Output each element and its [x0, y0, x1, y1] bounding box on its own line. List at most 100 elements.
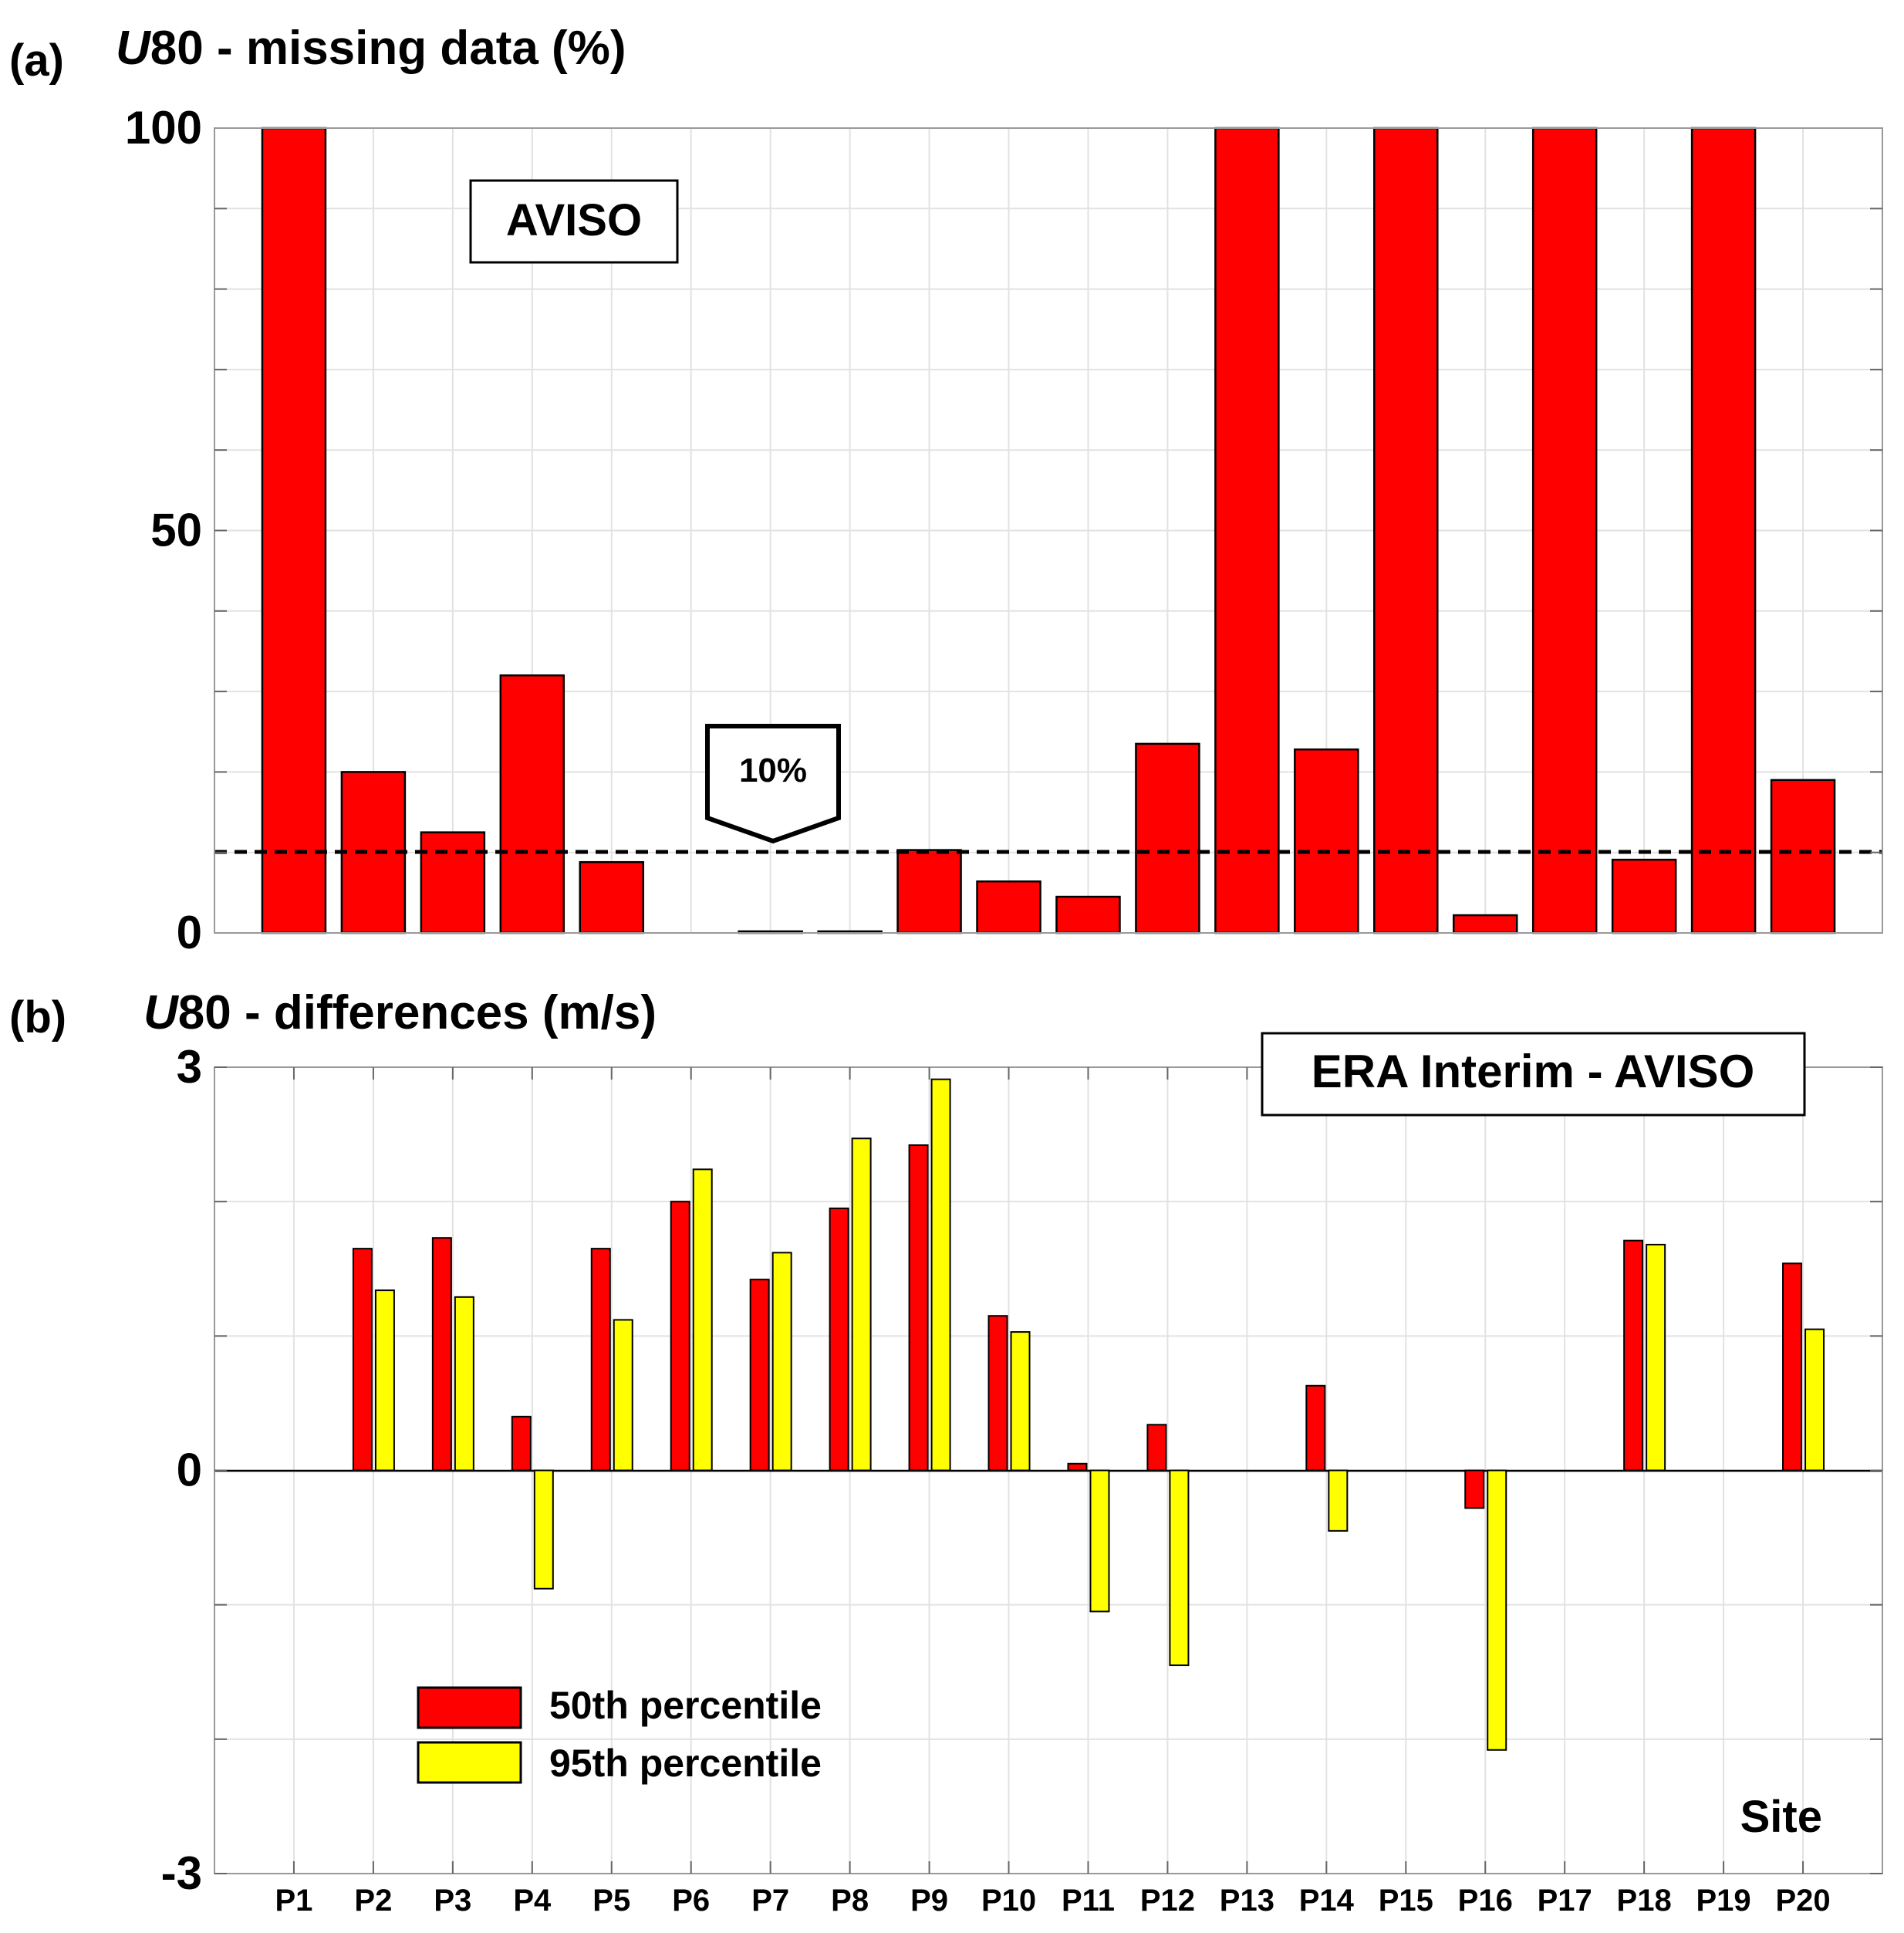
panel-a-title-rest: 80 - missing data (%)	[150, 22, 626, 75]
x-tick-label-p5: P5	[592, 1884, 630, 1918]
x-tick-label-p15: P15	[1379, 1884, 1433, 1918]
panel-a-title-var: U	[116, 22, 152, 75]
panel-a-bar-p9	[896, 849, 962, 934]
panel-b-ytick-label: 0	[177, 1445, 202, 1496]
panel-a-bar-p17	[1531, 127, 1598, 934]
panel-a-bar-p18	[1611, 858, 1677, 934]
panel-b-bar-50th-p10	[987, 1315, 1008, 1472]
threshold-callout	[705, 724, 841, 844]
panel-a-bar-p15	[1373, 127, 1439, 934]
panel-b: (b) U80 - differences (m/s) -303 P1 P2 P3 P…	[9, 986, 1883, 1918]
panel-a-bar-p12	[1135, 742, 1200, 934]
x-tick-label-p6: P6	[672, 1884, 710, 1918]
panel-b-bar-95th-p9	[930, 1078, 951, 1472]
panel-b-bar-50th-p9	[908, 1144, 929, 1472]
legend: 50th percentile 95th percentile	[417, 1684, 822, 1785]
panel-b-bar-95th-p18	[1646, 1243, 1666, 1472]
era-annotation-text: ERA Interim - AVISO	[1312, 1046, 1755, 1097]
x-axis-label: Site	[1740, 1792, 1822, 1842]
panel-a-bar-p16	[1452, 914, 1518, 934]
panel-a-bar-p14	[1294, 748, 1359, 934]
x-tick-label-p11: P11	[1062, 1884, 1115, 1918]
panel-b-bar-50th-p18	[1623, 1239, 1644, 1472]
panel-b-ytick-label: 3	[177, 1041, 202, 1093]
panel-b-bar-50th-p6	[670, 1201, 690, 1472]
x-tick-label-p19: P19	[1696, 1884, 1751, 1918]
panel-b-bar-95th-p7	[771, 1252, 792, 1472]
panel-b-title-rest: 80 - differences (m/s)	[178, 986, 657, 1039]
panel-b-ytick-label: -3	[161, 1847, 202, 1899]
x-tick-label-p17: P17	[1538, 1884, 1592, 1918]
panel-a-bar-p3	[420, 831, 486, 934]
panel-b-title: U80 - differences (m/s)	[143, 986, 657, 1039]
aviso-annotation-box	[469, 179, 679, 264]
panel-a-label: (a)	[9, 35, 64, 86]
panel-a-ytick-label: 100	[125, 102, 202, 154]
era-annotation-box	[1261, 1032, 1806, 1117]
panel-a-bar-p13	[1214, 127, 1280, 934]
panel-a-bar-p4	[499, 674, 565, 934]
threshold-callout-text: 10%	[739, 752, 807, 789]
panel-b-title-var: U	[143, 986, 180, 1039]
panel-a-grid	[214, 128, 1882, 933]
panel-a-bar-p20	[1770, 779, 1836, 934]
x-tick-label-p16: P16	[1458, 1884, 1513, 1918]
x-tick-label-p1: P1	[275, 1884, 312, 1918]
panel-a-title: U80 - missing data (%)	[116, 22, 626, 75]
panel-a-bar-p19	[1690, 127, 1757, 934]
panel-b-bar-50th-p3	[431, 1237, 452, 1472]
panel-b-bar-50th-p2	[352, 1248, 373, 1472]
panel-b-bar-50th-p8	[829, 1207, 849, 1472]
panel-b-bar-95th-p20	[1804, 1328, 1825, 1472]
panel-a-bar-p1	[261, 127, 327, 934]
panel-b-xticks: P1 P2 P3 P4 P5 P6 P7 P8 P9 P10 P11 P12 P13 P14 P15 P16 P…	[275, 1067, 1831, 1918]
legend-swatch-50th	[417, 1686, 522, 1729]
panel-b-bar-50th-p14	[1305, 1384, 1326, 1472]
panel-a-bar-p11	[1055, 895, 1121, 934]
x-tick-label-p14: P14	[1299, 1884, 1355, 1918]
panel-b-bar-95th-p11	[1089, 1469, 1110, 1613]
panel-a-ytick-label: 50	[150, 505, 202, 556]
panel-b-bar-50th-p5	[590, 1248, 611, 1472]
panel-b-bar-95th-p14	[1328, 1469, 1349, 1532]
legend-swatch-95th	[417, 1741, 522, 1784]
legend-label-50th: 50th percentile	[549, 1684, 822, 1727]
x-tick-label-p9: P9	[910, 1884, 948, 1918]
panel-a-ytick-label: 0	[177, 907, 202, 958]
x-tick-label-p20: P20	[1775, 1884, 1830, 1918]
panel-b-bar-95th-p3	[454, 1296, 474, 1472]
panel-b-bar-50th-p4	[511, 1415, 532, 1472]
panel-b-bar-50th-p16	[1464, 1469, 1485, 1509]
x-tick-label-p12: P12	[1140, 1884, 1195, 1918]
panel-b-bar-95th-p2	[374, 1289, 395, 1472]
x-tick-label-p8: P8	[831, 1884, 869, 1918]
panel-b-bar-50th-p11	[1067, 1462, 1088, 1472]
x-tick-label-p3: P3	[434, 1884, 471, 1918]
panel-b-bar-95th-p8	[851, 1137, 872, 1472]
panel-b-bars	[352, 1078, 1825, 1751]
panel-b-bar-95th-p16	[1487, 1469, 1507, 1751]
x-tick-label-p2: P2	[354, 1884, 392, 1918]
legend-label-95th: 95th percentile	[549, 1742, 822, 1785]
panel-a-bars	[261, 127, 1836, 934]
panel-b-bar-50th-p12	[1146, 1424, 1167, 1472]
panel-b-bar-95th-p10	[1010, 1331, 1031, 1472]
x-tick-label-p18: P18	[1617, 1884, 1672, 1918]
panel-a-yticks: 0 50 100	[125, 102, 1882, 958]
x-tick-label-p10: P10	[981, 1884, 1036, 1918]
panel-a-bar-p5	[579, 860, 645, 934]
x-tick-label-p13: P13	[1220, 1884, 1274, 1918]
panel-b-label: (b)	[9, 992, 66, 1043]
panel-b-yticks: -3 0 3	[161, 1041, 1882, 1899]
panel-b-bar-95th-p4	[533, 1469, 554, 1590]
panel-b-bar-95th-p5	[613, 1319, 633, 1472]
panel-b-bar-50th-p7	[749, 1279, 770, 1472]
panel-a-bar-p10	[976, 880, 1041, 934]
panel-b-bar-95th-p6	[692, 1168, 713, 1472]
panel-b-bar-95th-p12	[1169, 1469, 1190, 1667]
aviso-annotation-text: AVISO	[506, 195, 642, 245]
x-tick-label-p4: P4	[513, 1884, 552, 1918]
x-tick-label-p7: P7	[751, 1884, 789, 1918]
